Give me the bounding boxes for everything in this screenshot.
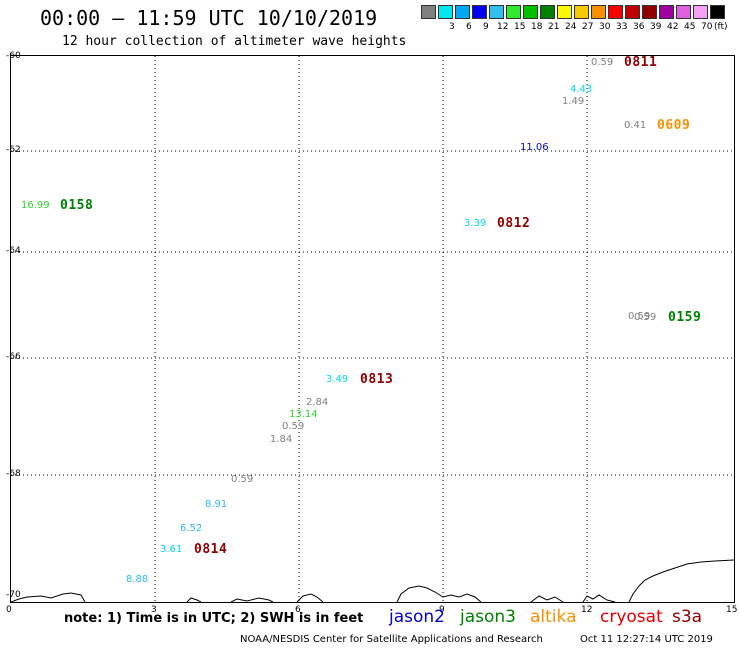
legend-label: 12 [497, 22, 509, 32]
footnote: note: 1) Time is in UTC; 2) SWH is in fe… [64, 611, 364, 626]
legend-swatch [523, 5, 538, 19]
y-tick-label: -62 [6, 145, 21, 155]
wave-height-value: 0.41 [624, 120, 647, 131]
wave-height-value: 6.52 [180, 523, 203, 534]
pass-time-label: 0159 [668, 310, 702, 325]
legend-swatch [540, 5, 555, 19]
legend-label: 21 [548, 22, 560, 32]
legend-swatch [506, 5, 521, 19]
legend-swatch [557, 5, 572, 19]
map-title: 00:00 – 11:59 UTC 10/10/2019 [40, 6, 378, 30]
y-tick-label: -64 [6, 246, 21, 256]
satellite-label-jason3: jason3 [460, 607, 516, 627]
pass-time-label: 0813 [360, 372, 394, 387]
y-tick-label: -68 [6, 469, 21, 479]
legend-label: 9 [483, 22, 489, 32]
legend-label: 27 [582, 22, 594, 32]
credit-line: NOAA/NESDIS Center for Satellite Applica… [240, 634, 543, 645]
wave-height-value: 0.59 [628, 311, 651, 322]
wave-height-value: 0.59 [231, 474, 254, 485]
x-tick-label: 3 [151, 605, 157, 615]
legend-label: 3 [449, 22, 455, 32]
map-subtitle: 12 hour collection of altimeter wave hei… [62, 34, 407, 49]
wave-height-value: 3.49 [326, 374, 349, 385]
legend-label: 6 [466, 22, 472, 32]
legend-swatch [710, 5, 725, 19]
map-frame [10, 55, 735, 603]
wave-height-value: 8.91 [205, 499, 228, 510]
x-tick-label: 15 [726, 605, 738, 615]
wave-height-value: 0.59 [591, 57, 614, 68]
legend-label: 15 [514, 22, 526, 32]
pass-time-label: 0158 [60, 198, 94, 213]
wave-height-value: 16.99 [21, 200, 50, 211]
legend-swatch [421, 5, 436, 19]
legend-swatch [693, 5, 708, 19]
legend-label: 70 [701, 22, 713, 32]
x-tick-label: 6 [295, 605, 301, 615]
legend-swatch [472, 5, 487, 19]
legend-swatch [625, 5, 640, 19]
wave-height-value: 3.39 [464, 218, 487, 229]
legend-swatch [438, 5, 453, 19]
wave-height-value: 8.88 [126, 574, 149, 585]
legend-label: 24 [565, 22, 577, 32]
legend-swatch [489, 5, 504, 19]
legend-label: 45 [684, 22, 696, 32]
wave-height-value: 0.59 [282, 421, 305, 432]
map-canvas [11, 56, 734, 602]
legend-swatch [455, 5, 470, 19]
wave-height-value: 11.06 [520, 142, 549, 153]
legend-swatch [659, 5, 674, 19]
legend-label: 39 [650, 22, 662, 32]
wave-height-value: 1.84 [270, 434, 293, 445]
satellite-label-cryosat: cryosat [600, 607, 663, 627]
legend-label: 33 [616, 22, 628, 32]
wave-height-value: 2.84 [306, 397, 329, 408]
wave-height-value: 13.14 [289, 409, 318, 420]
y-tick-label: -60 [6, 51, 21, 61]
legend-swatch [642, 5, 657, 19]
legend-swatch [574, 5, 589, 19]
wave-height-value: 1.49 [562, 96, 585, 107]
pass-time-label: 0811 [624, 55, 658, 70]
pass-time-label: 0812 [497, 216, 531, 231]
satellite-label-altika: altika [530, 607, 577, 627]
x-tick-label: 12 [581, 605, 593, 615]
graticule [11, 56, 734, 602]
generated-timestamp: Oct 11 12:27:14 UTC 2019 [580, 634, 713, 645]
legend-label: 18 [531, 22, 543, 32]
y-tick-label: -70 [6, 590, 21, 600]
legend-label: 30 [599, 22, 611, 32]
antarctic-coastline [11, 559, 734, 602]
legend-swatch [676, 5, 691, 19]
x-tick-label: 0 [6, 605, 12, 615]
x-tick-label: 9 [439, 605, 445, 615]
satellite-label-s3a: s3a [672, 607, 703, 627]
legend-label: 42 [667, 22, 679, 32]
y-tick-label: -66 [6, 352, 21, 362]
satellite-label-jason2: jason2 [389, 607, 445, 627]
legend-unit: (ft) [714, 22, 728, 32]
legend-swatch [608, 5, 623, 19]
legend-label: 36 [633, 22, 645, 32]
pass-time-label: 0814 [194, 542, 228, 557]
wave-height-value: 4.43 [570, 84, 593, 95]
wave-height-value: 3.61 [160, 544, 183, 555]
legend-swatch [591, 5, 606, 19]
pass-time-label: 0609 [657, 118, 691, 133]
wave-height-value: 0.59 [634, 312, 657, 323]
